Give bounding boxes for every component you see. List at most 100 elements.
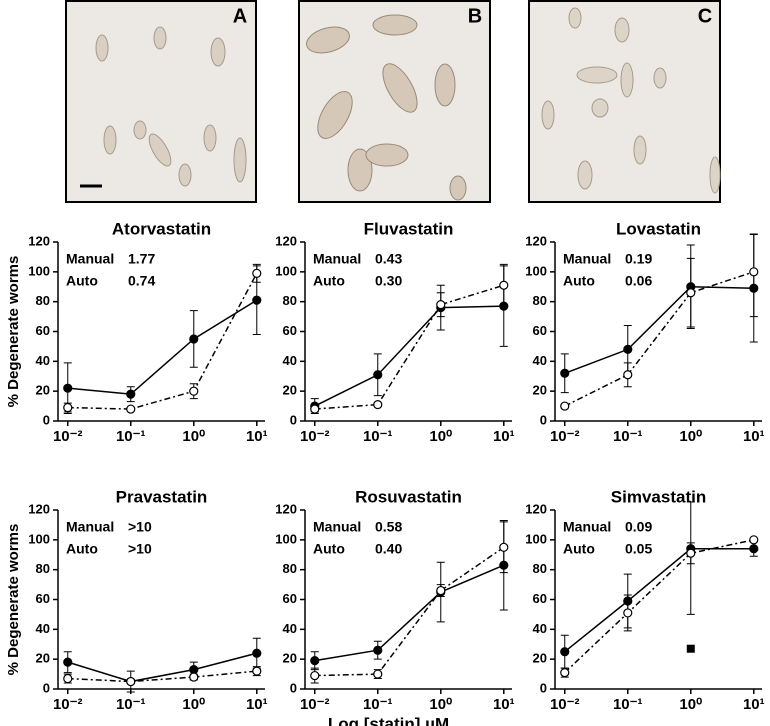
y-tick-label: 40 <box>36 353 50 368</box>
y-tick-label: 0 <box>540 412 547 427</box>
chart: Pravastatin 0 20 40 60 80 100 120 10⁻² 10⁻¹ 10⁰ 10¹… <box>5 487 268 712</box>
y-tick-label: 80 <box>36 293 50 308</box>
y-tick-label: 0 <box>540 680 547 695</box>
x-tick-label: 10⁰ <box>429 428 452 445</box>
x-tick-label: 10⁻² <box>550 428 580 445</box>
series-line <box>564 285 754 374</box>
data-point <box>126 389 136 399</box>
data-point <box>189 665 199 675</box>
y-tick-label: 80 <box>533 561 547 576</box>
y-tick-label: 60 <box>36 323 50 338</box>
annotation-value: 0.06 <box>625 273 652 289</box>
y-tick-label: 60 <box>533 323 547 338</box>
y-axis-label: % Degenerate worms <box>5 524 22 676</box>
series-line <box>564 539 754 674</box>
data-point <box>373 370 383 380</box>
data-point <box>560 368 570 378</box>
chart: Atorvastatin 0 20 40 60 80 100 120 10⁻² 10⁻¹ 10⁰ 10… <box>5 219 268 444</box>
data-point <box>189 334 199 344</box>
y-axis-label: % Degenerate worms <box>5 256 22 408</box>
x-tick-label: 10¹ <box>743 696 765 713</box>
annotation-label: Auto <box>313 273 345 289</box>
x-tick-label: 10¹ <box>493 696 515 713</box>
x-tick-label: 10¹ <box>743 428 765 445</box>
series-line <box>67 299 258 395</box>
y-tick-label: 20 <box>283 651 297 666</box>
y-tick-label: 120 <box>525 233 547 248</box>
panel-label: C <box>698 5 712 27</box>
data-point <box>189 672 199 682</box>
annotation-label: Manual <box>563 251 611 267</box>
y-tick-label: 120 <box>525 501 547 516</box>
data-point <box>252 268 262 278</box>
x-tick-label: 10⁻¹ <box>363 696 393 713</box>
x-tick-label: 10⁰ <box>182 428 205 445</box>
data-point <box>436 585 446 596</box>
data-point <box>310 404 320 414</box>
x-tick-label: 10¹ <box>246 428 268 445</box>
data-point <box>373 669 383 679</box>
x-tick-label: 10⁻¹ <box>613 428 643 445</box>
annotation-label: Manual <box>313 519 361 535</box>
annotation-value: 0.43 <box>375 251 402 267</box>
y-tick-label: 120 <box>275 233 297 248</box>
annotation-value: 0.05 <box>625 541 652 557</box>
panel-label: B <box>468 5 482 27</box>
y-tick-label: 60 <box>36 591 50 606</box>
data-point <box>63 383 73 393</box>
data-point <box>189 386 199 396</box>
photo-panel: B <box>298 0 491 203</box>
annotation-label: Auto <box>313 541 345 557</box>
y-tick-label: 60 <box>533 591 547 606</box>
extra-point <box>686 644 695 653</box>
chart-title: Simvastatin <box>611 487 706 506</box>
chart: Fluvastatin 0 20 40 60 80 100 120 10⁻² 10⁻¹ 10⁰ 10¹… <box>275 219 514 444</box>
data-point <box>499 280 509 290</box>
y-tick-label: 0 <box>43 680 50 695</box>
annotation-label: Manual <box>66 251 114 267</box>
photo-panel: C <box>528 0 721 203</box>
annotation-value: 0.58 <box>375 519 402 535</box>
data-point <box>310 670 320 681</box>
chart-title: Atorvastatin <box>112 219 211 238</box>
x-tick-label: 10⁻² <box>300 428 330 445</box>
annotation-value: 1.77 <box>128 251 155 267</box>
annotation-label: Auto <box>563 541 595 557</box>
y-tick-label: 80 <box>283 293 297 308</box>
annotation-value: 0.74 <box>128 273 155 289</box>
x-tick-label: 10⁻¹ <box>116 696 146 713</box>
annotation-label: Auto <box>66 273 98 289</box>
annotation-value: 0.19 <box>625 251 652 267</box>
y-tick-label: 40 <box>533 353 547 368</box>
data-point <box>310 656 320 666</box>
series-line <box>564 271 755 407</box>
chart: Lovastatin 0 20 40 60 80 100 120 10⁻² 10⁻¹ 10⁰ 10¹ M… <box>525 219 764 444</box>
y-tick-label: 40 <box>533 621 547 636</box>
series-line <box>67 670 257 683</box>
y-tick-label: 20 <box>36 651 50 666</box>
x-tick-label: 10⁰ <box>429 696 452 713</box>
y-tick-label: 40 <box>36 621 50 636</box>
series-line <box>314 546 505 677</box>
y-tick-label: 120 <box>28 233 50 248</box>
y-tick-label: 120 <box>275 501 297 516</box>
y-tick-label: 100 <box>525 531 547 546</box>
y-tick-label: 40 <box>283 353 297 368</box>
annotation-label: Manual <box>313 251 361 267</box>
chart-title: Rosuvastatin <box>355 487 462 506</box>
data-point <box>749 544 759 554</box>
x-tick-label: 10⁻² <box>300 696 330 713</box>
annotation-label: Manual <box>66 519 114 535</box>
y-tick-label: 100 <box>28 263 50 278</box>
x-tick-label: 10⁻² <box>53 428 83 445</box>
y-tick-label: 60 <box>283 323 297 338</box>
x-tick-label: 10⁻¹ <box>613 696 643 713</box>
annotation-value: 0.40 <box>375 541 402 557</box>
data-point <box>126 404 136 414</box>
x-tick-label: 10¹ <box>246 696 268 713</box>
data-point <box>126 676 136 687</box>
series-line <box>67 652 257 683</box>
annotation-label: Auto <box>563 273 595 289</box>
data-point <box>560 667 570 678</box>
